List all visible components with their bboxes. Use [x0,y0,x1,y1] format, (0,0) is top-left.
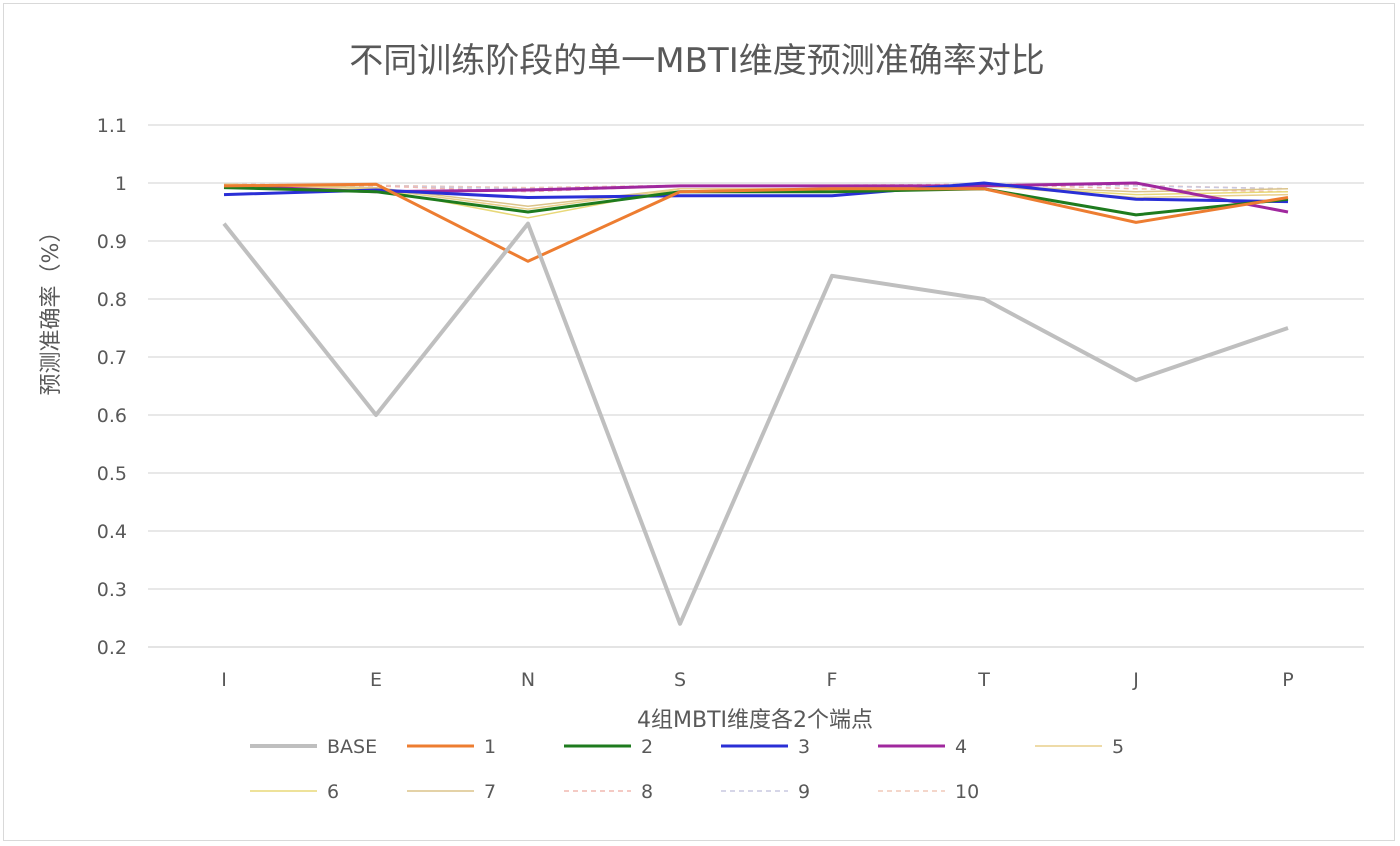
y-tick-label: 0.7 [97,347,127,369]
y-tick-label: 0.9 [97,231,127,253]
legend-label: 1 [484,736,496,758]
y-tick-label: 0.3 [97,579,127,601]
x-axis-title: 4组MBTI维度各2个端点 [637,708,873,733]
legend: BASE 1 2 3 4 5 6 7 8 9 10 [250,736,1124,803]
y-tick-label: 0.8 [97,289,127,311]
y-tick-label: 0.5 [97,463,127,485]
legend-label: BASE [327,736,377,758]
x-tick-label: J [1132,669,1139,691]
x-tick-label: N [521,669,535,691]
series-lines [222,181,1289,626]
gridlines [148,124,1364,648]
chart-title: 不同训练阶段的单一MBTI维度预测准确率对比 [349,41,1044,81]
legend-label: 3 [798,736,810,758]
y-tick-label: 0.6 [97,405,127,427]
legend-label: 10 [955,781,979,803]
chart-frame [3,3,1395,841]
x-tick-label: S [674,669,686,691]
legend-label: 4 [955,736,967,758]
x-tick-label: E [370,669,382,691]
x-tick-label: P [1282,669,1293,691]
x-tick-label: T [977,669,990,691]
y-tick-label: 0.2 [97,637,127,659]
y-tick-label: 1.1 [97,115,127,137]
legend-label: 2 [641,736,653,758]
y-tick-label: 0.4 [97,521,127,543]
legend-label: 9 [798,781,810,803]
y-tick-label: 1 [115,173,127,195]
series-line-3 [223,181,1289,204]
legend-label: 8 [641,781,653,803]
y-axis-title: 预测准确率（%） [39,221,64,396]
series-line-BASE [222,221,1289,626]
x-tick-label: I [221,669,227,691]
series-line-1 [223,182,1289,263]
legend-label: 5 [1112,736,1124,758]
legend-label: 7 [484,781,496,803]
x-tick-label: F [827,669,838,691]
y-axis-ticks: 0.2 0.3 0.4 0.5 0.6 0.7 0.8 0.9 1 1.1 [97,115,127,659]
legend-label: 6 [327,781,339,803]
